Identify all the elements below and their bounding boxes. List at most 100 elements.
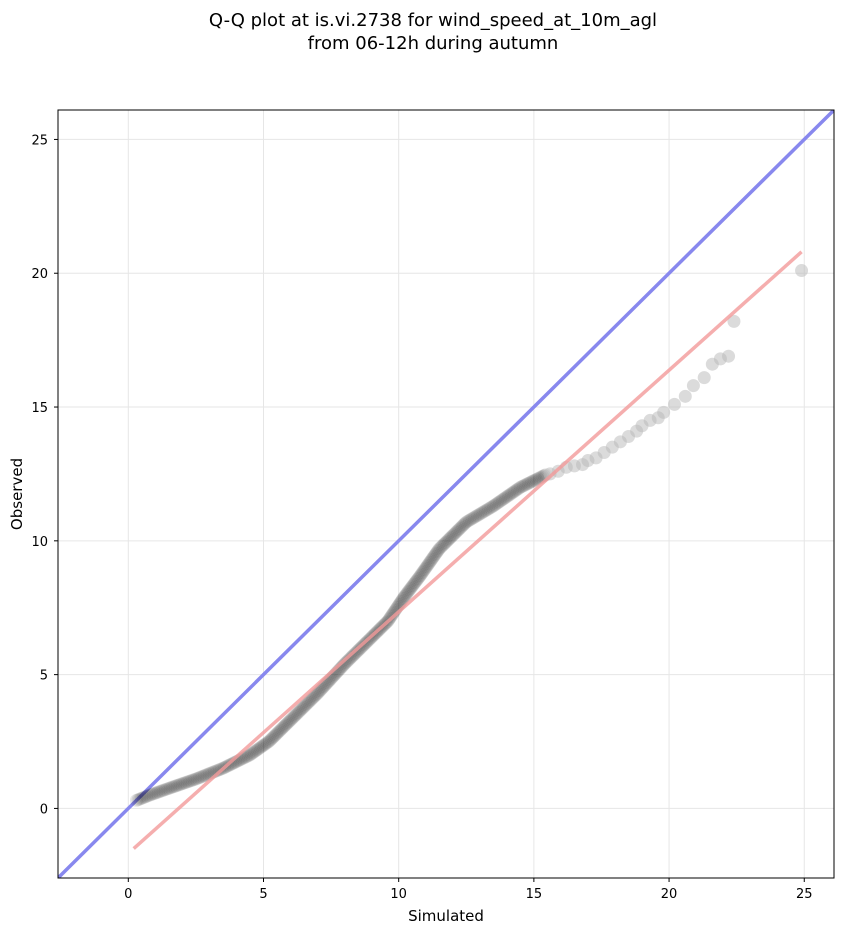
quantile-point xyxy=(287,709,301,723)
quantile-point xyxy=(445,529,459,543)
tail-quantile-point xyxy=(678,389,692,403)
quantile-point xyxy=(401,584,415,598)
x-tick-label: 15 xyxy=(526,887,543,902)
quantile-point xyxy=(440,534,454,548)
quantile-point xyxy=(266,731,280,745)
quantile-point xyxy=(243,748,257,762)
quantile-point xyxy=(153,784,167,798)
quantile-point xyxy=(528,473,542,487)
quantile-point xyxy=(240,749,254,763)
quantile-point xyxy=(169,779,183,793)
quantile-point xyxy=(412,570,426,584)
quantile-point xyxy=(415,566,429,580)
quantile-point xyxy=(497,492,511,506)
quantile-point xyxy=(469,509,483,523)
quantile-point xyxy=(150,786,164,800)
quantile-point xyxy=(131,793,145,807)
quantile-point xyxy=(133,792,147,806)
quantile-point xyxy=(436,538,450,552)
quantile-point xyxy=(405,580,419,594)
quantile-point xyxy=(517,479,531,493)
chart-title-line-1: Q-Q plot at is.vi.2738 for wind_speed_at… xyxy=(209,10,657,31)
quantile-point xyxy=(136,791,150,805)
quantile-point xyxy=(509,483,523,497)
tail-quantile-point xyxy=(657,405,671,419)
quantile-point xyxy=(129,793,143,807)
quantile-point xyxy=(386,607,400,621)
quantile-point xyxy=(439,535,453,549)
quantile-point xyxy=(453,521,467,535)
quantile-point xyxy=(260,736,274,750)
quantile-point xyxy=(492,495,506,509)
quantile-point xyxy=(165,780,179,794)
quantile-point xyxy=(164,781,178,795)
quantile-point xyxy=(160,782,174,796)
quantile-point xyxy=(466,511,480,525)
quantile-point xyxy=(526,474,540,488)
quantile-point xyxy=(419,561,433,575)
chart-title-line-2: from 06-12h during autumn xyxy=(308,33,559,54)
quantile-point xyxy=(340,654,354,668)
quantile-point xyxy=(271,726,285,740)
quantile-point xyxy=(512,481,526,495)
quantile-point xyxy=(398,589,412,603)
quantile-point xyxy=(302,695,316,709)
y-tick-label: 20 xyxy=(31,267,48,282)
y-tick-label: 25 xyxy=(31,133,48,148)
quantile-point xyxy=(459,515,473,529)
quantile-point xyxy=(307,690,321,704)
quantile-point xyxy=(276,721,290,735)
quantile-point xyxy=(284,713,298,727)
quantile-point xyxy=(344,651,358,665)
quantile-point xyxy=(385,608,399,622)
quantile-point xyxy=(225,757,239,771)
quantile-point xyxy=(146,787,160,801)
quantile-point xyxy=(504,487,518,501)
quantile-point xyxy=(157,783,171,797)
quantile-point xyxy=(298,699,312,713)
quantile-point xyxy=(437,537,451,551)
quantile-point xyxy=(192,771,206,785)
quantile-point xyxy=(167,780,181,794)
quantile-point xyxy=(529,472,543,486)
quantile-point xyxy=(474,507,488,521)
quantile-point xyxy=(252,742,266,756)
quantile-point xyxy=(428,548,442,562)
quantile-point xyxy=(267,729,281,743)
quantile-point xyxy=(148,786,162,800)
quantile-point xyxy=(396,592,410,606)
quantile-point xyxy=(503,488,517,502)
quantile-point xyxy=(429,546,443,560)
quantile-point xyxy=(443,532,457,546)
quantile-point xyxy=(408,576,422,590)
quantile-point xyxy=(141,789,155,803)
quantile-point xyxy=(410,573,424,587)
quantile-point xyxy=(348,647,362,661)
quantile-point xyxy=(270,727,284,741)
y-tick-label: 15 xyxy=(31,401,48,416)
identity-reference-line xyxy=(58,110,834,878)
quantile-point xyxy=(179,776,193,790)
quantile-point xyxy=(244,747,258,761)
quantile-point xyxy=(180,775,194,789)
grid xyxy=(58,110,834,878)
quantile-point xyxy=(491,496,505,510)
quantile-point xyxy=(427,549,441,563)
quantile-point xyxy=(155,784,169,798)
quantile-point xyxy=(431,543,445,557)
quantile-point xyxy=(312,685,326,699)
quantile-point xyxy=(182,774,196,788)
quantile-point xyxy=(524,475,538,489)
quantile-point xyxy=(421,558,435,572)
quantile-point xyxy=(430,545,444,559)
quantile-point xyxy=(264,732,278,746)
quantile-point xyxy=(282,714,296,728)
x-tick-label: 20 xyxy=(661,887,678,902)
quantile-point xyxy=(296,700,310,714)
quantile-point xyxy=(285,712,299,726)
quantile-point xyxy=(191,771,205,785)
quantile-point xyxy=(477,505,491,519)
quantile-point xyxy=(278,718,292,732)
quantile-point xyxy=(143,788,157,802)
